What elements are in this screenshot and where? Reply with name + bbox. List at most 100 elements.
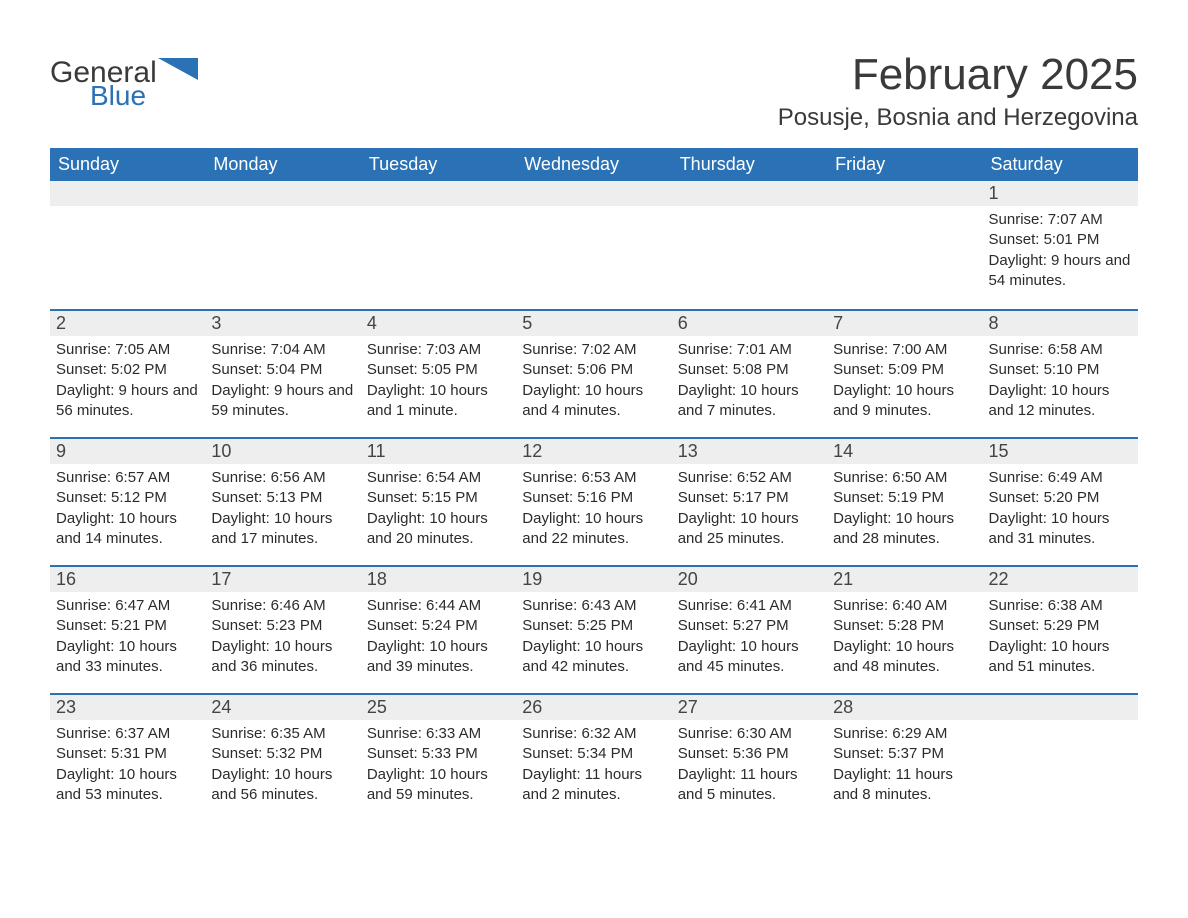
day-number: 20 — [672, 565, 827, 592]
sunrise-text: Sunrise: 7:03 AM — [367, 340, 510, 360]
day-number: 12 — [516, 437, 671, 464]
day-number: 27 — [672, 693, 827, 720]
page-title: February 2025 — [778, 50, 1138, 100]
sunset-text: Sunset: 5:32 PM — [211, 744, 354, 764]
sunset-text: Sunset: 5:09 PM — [833, 360, 976, 380]
day-number: 4 — [361, 309, 516, 336]
daylight-text: Daylight: 10 hours and 17 minutes. — [211, 509, 354, 550]
sunrise-text: Sunrise: 6:57 AM — [56, 468, 199, 488]
calendar-day-cell: 6Sunrise: 7:01 AMSunset: 5:08 PMDaylight… — [672, 309, 827, 437]
calendar-day-cell — [983, 693, 1138, 821]
sunset-text: Sunset: 5:37 PM — [833, 744, 976, 764]
sunset-text: Sunset: 5:16 PM — [522, 488, 665, 508]
calendar-day-cell: 5Sunrise: 7:02 AMSunset: 5:06 PMDaylight… — [516, 309, 671, 437]
weekday-header: Monday — [205, 148, 360, 181]
calendar-day-cell: 11Sunrise: 6:54 AMSunset: 5:15 PMDayligh… — [361, 437, 516, 565]
sunrise-text: Sunrise: 6:32 AM — [522, 724, 665, 744]
weekday-header: Saturday — [983, 148, 1138, 181]
sunrise-text: Sunrise: 6:29 AM — [833, 724, 976, 744]
sunset-text: Sunset: 5:05 PM — [367, 360, 510, 380]
calendar-day-cell: 23Sunrise: 6:37 AMSunset: 5:31 PMDayligh… — [50, 693, 205, 821]
day-number: 23 — [50, 693, 205, 720]
sunset-text: Sunset: 5:19 PM — [833, 488, 976, 508]
sunrise-text: Sunrise: 7:01 AM — [678, 340, 821, 360]
day-number-empty — [361, 181, 516, 206]
title-block: February 2025 Posusje, Bosnia and Herzeg… — [778, 50, 1138, 142]
location-label: Posusje, Bosnia and Herzegovina — [778, 104, 1138, 132]
daylight-text: Daylight: 10 hours and 12 minutes. — [989, 381, 1132, 422]
sunset-text: Sunset: 5:20 PM — [989, 488, 1132, 508]
sunrise-text: Sunrise: 6:30 AM — [678, 724, 821, 744]
sunrise-text: Sunrise: 6:56 AM — [211, 468, 354, 488]
sunrise-text: Sunrise: 6:40 AM — [833, 596, 976, 616]
calendar-day-cell: 15Sunrise: 6:49 AMSunset: 5:20 PMDayligh… — [983, 437, 1138, 565]
day-number-empty — [205, 181, 360, 206]
day-number: 21 — [827, 565, 982, 592]
sunrise-text: Sunrise: 6:58 AM — [989, 340, 1132, 360]
daylight-text: Daylight: 11 hours and 2 minutes. — [522, 765, 665, 806]
sunrise-text: Sunrise: 6:54 AM — [367, 468, 510, 488]
sunrise-text: Sunrise: 6:35 AM — [211, 724, 354, 744]
sunset-text: Sunset: 5:21 PM — [56, 616, 199, 636]
day-number: 11 — [361, 437, 516, 464]
sunrise-text: Sunrise: 6:33 AM — [367, 724, 510, 744]
sunrise-text: Sunrise: 6:37 AM — [56, 724, 199, 744]
calendar-day-cell: 20Sunrise: 6:41 AMSunset: 5:27 PMDayligh… — [672, 565, 827, 693]
calendar-day-cell — [205, 181, 360, 309]
calendar-week-row: 9Sunrise: 6:57 AMSunset: 5:12 PMDaylight… — [50, 437, 1138, 565]
daylight-text: Daylight: 9 hours and 54 minutes. — [989, 251, 1132, 292]
logo: General Blue — [50, 58, 109, 110]
daylight-text: Daylight: 10 hours and 1 minute. — [367, 381, 510, 422]
calendar-day-cell: 22Sunrise: 6:38 AMSunset: 5:29 PMDayligh… — [983, 565, 1138, 693]
sunset-text: Sunset: 5:23 PM — [211, 616, 354, 636]
daylight-text: Daylight: 10 hours and 56 minutes. — [211, 765, 354, 806]
calendar-day-cell: 19Sunrise: 6:43 AMSunset: 5:25 PMDayligh… — [516, 565, 671, 693]
day-number: 26 — [516, 693, 671, 720]
calendar-day-cell: 9 Sunrise: 6:57 AMSunset: 5:12 PMDaylight… — [50, 437, 205, 565]
daylight-text: Daylight: 10 hours and 39 minutes. — [367, 637, 510, 678]
calendar-day-cell: 7Sunrise: 7:00 AMSunset: 5:09 PMDaylight… — [827, 309, 982, 437]
calendar-week-row: 23Sunrise: 6:37 AMSunset: 5:31 PMDayligh… — [50, 693, 1138, 821]
calendar-week-row: 1Sunrise: 7:07 AMSunset: 5:01 PMDaylight… — [50, 181, 1138, 309]
weekday-header: Sunday — [50, 148, 205, 181]
calendar-day-cell: 10Sunrise: 6:56 AMSunset: 5:13 PMDayligh… — [205, 437, 360, 565]
weekday-header-row: Sunday Monday Tuesday Wednesday Thursday… — [50, 148, 1138, 181]
weekday-header: Thursday — [672, 148, 827, 181]
day-number: 25 — [361, 693, 516, 720]
sunset-text: Sunset: 5:13 PM — [211, 488, 354, 508]
day-number: 28 — [827, 693, 982, 720]
daylight-text: Daylight: 10 hours and 7 minutes. — [678, 381, 821, 422]
day-number: 1 — [983, 181, 1138, 206]
sunrise-text: Sunrise: 6:43 AM — [522, 596, 665, 616]
day-number-empty — [672, 181, 827, 206]
calendar-day-cell: 1Sunrise: 7:07 AMSunset: 5:01 PMDaylight… — [983, 181, 1138, 309]
day-number: 9 — [50, 437, 205, 464]
sunset-text: Sunset: 5:29 PM — [989, 616, 1132, 636]
daylight-text: Daylight: 11 hours and 5 minutes. — [678, 765, 821, 806]
calendar-day-cell: 25Sunrise: 6:33 AMSunset: 5:33 PMDayligh… — [361, 693, 516, 821]
sunrise-text: Sunrise: 6:50 AM — [833, 468, 976, 488]
day-number: 7 — [827, 309, 982, 336]
day-number: 16 — [50, 565, 205, 592]
calendar-day-cell: 4 Sunrise: 7:03 AMSunset: 5:05 PMDaylight… — [361, 309, 516, 437]
calendar-day-cell — [50, 181, 205, 309]
sunrise-text: Sunrise: 7:04 AM — [211, 340, 354, 360]
day-number: 18 — [361, 565, 516, 592]
weekday-header: Tuesday — [361, 148, 516, 181]
sunrise-text: Sunrise: 6:49 AM — [989, 468, 1132, 488]
daylight-text: Daylight: 10 hours and 22 minutes. — [522, 509, 665, 550]
logo-word-2: Blue — [90, 82, 157, 110]
daylight-text: Daylight: 10 hours and 20 minutes. — [367, 509, 510, 550]
daylight-text: Daylight: 10 hours and 4 minutes. — [522, 381, 665, 422]
sunrise-text: Sunrise: 6:46 AM — [211, 596, 354, 616]
daylight-text: Daylight: 10 hours and 51 minutes. — [989, 637, 1132, 678]
daylight-text: Daylight: 10 hours and 53 minutes. — [56, 765, 199, 806]
daylight-text: Daylight: 9 hours and 59 minutes. — [211, 381, 354, 422]
logo-flag-icon — [157, 58, 199, 88]
daylight-text: Daylight: 10 hours and 14 minutes. — [56, 509, 199, 550]
sunrise-text: Sunrise: 6:52 AM — [678, 468, 821, 488]
day-number: 17 — [205, 565, 360, 592]
day-number: 22 — [983, 565, 1138, 592]
sunset-text: Sunset: 5:33 PM — [367, 744, 510, 764]
sunset-text: Sunset: 5:12 PM — [56, 488, 199, 508]
